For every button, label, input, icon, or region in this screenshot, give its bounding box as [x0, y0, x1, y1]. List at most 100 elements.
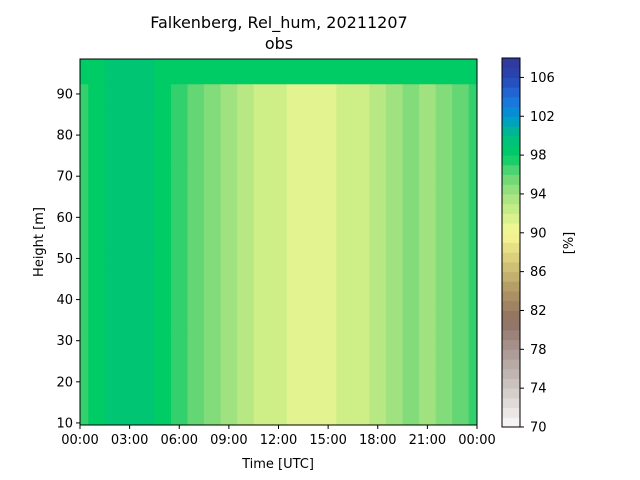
- colorbar-swatch: [502, 242, 520, 253]
- heatmap-cell: [336, 124, 354, 146]
- heatmap-cell: [104, 392, 122, 414]
- heatmap-cell: [286, 268, 304, 290]
- heatmap-cell: [80, 412, 89, 425]
- heatmap-cell: [286, 207, 304, 229]
- heatmap-cell: [253, 83, 271, 105]
- colorbar-tick-label: 78: [530, 343, 547, 358]
- colorbar-swatch: [502, 388, 520, 399]
- heatmap-cell: [154, 207, 172, 229]
- heatmap-cell: [253, 186, 271, 208]
- heatmap-cell: [452, 289, 470, 311]
- heatmap-cell: [419, 309, 437, 332]
- heatmap-cell: [220, 59, 238, 68]
- heatmap-cell: [237, 289, 255, 311]
- heatmap-cell: [187, 289, 205, 311]
- colorbar-swatch: [502, 164, 520, 176]
- heatmap-cell: [80, 227, 89, 249]
- heatmap-cell: [220, 268, 238, 290]
- heatmap-cell: [121, 248, 139, 270]
- heatmap-cell: [468, 83, 477, 105]
- colorbar-swatch: [502, 67, 520, 78]
- heatmap-cell: [80, 67, 89, 85]
- x-tick-label: 06:00: [161, 433, 198, 448]
- heatmap-cell: [170, 392, 189, 414]
- heatmap-cell: [204, 268, 222, 290]
- heatmap-cell: [402, 145, 420, 167]
- colorbar-swatch: [502, 232, 520, 243]
- heatmap-cell: [80, 330, 89, 352]
- heatmap-cell: [154, 165, 172, 188]
- heatmap-cell: [386, 59, 404, 68]
- heatmap-cell: [154, 124, 172, 146]
- heatmap-cell: [419, 330, 437, 352]
- heatmap-cell: [435, 268, 453, 290]
- heatmap-cell: [104, 165, 122, 188]
- heatmap-cell: [137, 330, 156, 352]
- heatmap-cell: [170, 104, 189, 126]
- heatmap-cell: [435, 124, 453, 146]
- colorbar-swatch: [502, 339, 520, 350]
- heatmap-cell: [170, 207, 189, 229]
- heatmap-cell: [435, 227, 453, 249]
- heatmap-cell: [137, 186, 156, 208]
- colorbar-swatch: [502, 261, 520, 273]
- x-tick-label: 00:00: [458, 433, 495, 448]
- heatmap-cell: [286, 350, 304, 373]
- heatmap-cell: [435, 330, 453, 352]
- heatmap-cell: [435, 104, 453, 126]
- heatmap-cell: [187, 371, 205, 393]
- heatmap-cell: [88, 165, 106, 188]
- heatmap-cell: [187, 67, 205, 85]
- heatmap-cell: [468, 392, 477, 414]
- heatmap-cell: [170, 268, 189, 290]
- heatmap-cell: [435, 371, 453, 393]
- heatmap-cell: [303, 330, 321, 352]
- heatmap-cell: [204, 59, 222, 68]
- heatmap-cell: [386, 248, 404, 270]
- heatmap-cell: [352, 145, 371, 167]
- heatmap-cell: [452, 83, 470, 105]
- heatmap-cell: [237, 67, 255, 85]
- heatmap-cell: [121, 59, 139, 68]
- heatmap-cell: [402, 124, 420, 146]
- heatmap-cell: [369, 145, 387, 167]
- heatmap-cell: [187, 350, 205, 373]
- heatmap-cell: [452, 248, 470, 270]
- heatmap-cell: [386, 330, 404, 352]
- heatmap-cell: [303, 412, 321, 425]
- heatmap-cell: [88, 83, 106, 105]
- heatmap-cell: [137, 145, 156, 167]
- heatmap-cell: [104, 289, 122, 311]
- heatmap-cell: [170, 289, 189, 311]
- heatmap-cell: [80, 207, 89, 229]
- heatmap-cell: [187, 392, 205, 414]
- heatmap-cell: [386, 145, 404, 167]
- heatmap-cell: [319, 145, 337, 167]
- heatmap-cell: [336, 371, 354, 393]
- heatmap-cell: [253, 227, 271, 249]
- heatmap-cell: [352, 371, 371, 393]
- y-tick-label: 30: [56, 334, 73, 349]
- heatmap-cell: [88, 289, 106, 311]
- heatmap-cell: [170, 227, 189, 249]
- colorbar-swatch: [502, 106, 520, 117]
- heatmap-cell: [104, 83, 122, 105]
- heatmap-cell: [170, 145, 189, 167]
- heatmap-cell: [170, 371, 189, 393]
- heatmap-cell: [187, 186, 205, 208]
- heatmap-cell: [187, 165, 205, 188]
- heatmap-cell: [154, 412, 172, 425]
- heatmap-cell: [170, 67, 189, 85]
- heatmap-cell: [468, 350, 477, 373]
- heatmap-cell: [352, 392, 371, 414]
- heatmap-cell: [319, 392, 337, 414]
- heatmap-cell: [121, 227, 139, 249]
- heatmap-cell: [253, 59, 271, 68]
- heatmap-cell: [204, 124, 222, 146]
- colorbar-swatch: [502, 300, 520, 311]
- heatmap-cell: [220, 412, 238, 425]
- heatmap-cell: [402, 227, 420, 249]
- heatmap-cell: [270, 392, 288, 414]
- heatmap-cell: [402, 309, 420, 332]
- heatmap-cell: [402, 412, 420, 425]
